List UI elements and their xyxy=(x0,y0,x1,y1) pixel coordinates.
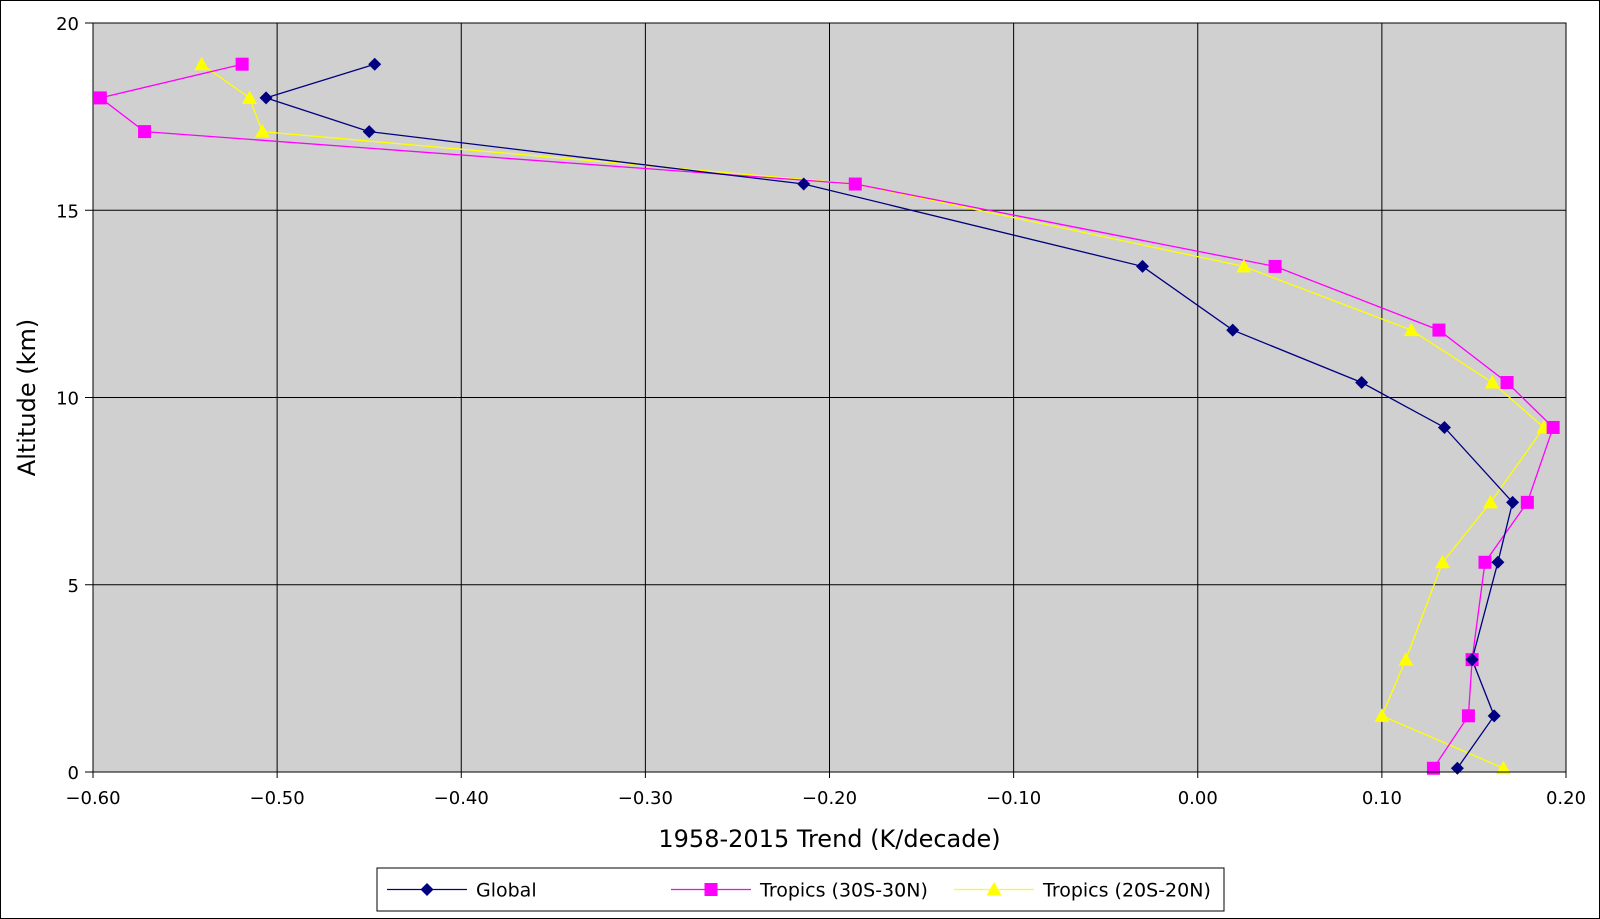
x-tick-label: −0.60 xyxy=(65,788,120,809)
data-point xyxy=(1478,555,1492,569)
legend-label: Global xyxy=(476,880,537,902)
data-point xyxy=(1426,761,1440,775)
data-point xyxy=(235,57,249,71)
x-tick-label: −0.30 xyxy=(618,788,673,809)
data-point xyxy=(1268,259,1282,273)
data-point xyxy=(1398,652,1414,666)
data-point xyxy=(1437,420,1451,434)
legend-box xyxy=(376,867,1225,912)
y-tick-label: 10 xyxy=(56,389,79,410)
y-tick-label: 0 xyxy=(68,763,79,784)
data-point xyxy=(259,91,273,105)
y-axis-title: Altitude (km) xyxy=(13,319,41,476)
x-tick-label: 0.00 xyxy=(1178,788,1218,809)
y-tick-label: 20 xyxy=(56,14,79,35)
data-point xyxy=(1495,760,1511,775)
data-point xyxy=(1374,708,1390,722)
data-point xyxy=(1483,494,1499,509)
legend-item: Tropics (30S-30N) xyxy=(671,880,928,902)
data-point xyxy=(1403,322,1419,337)
x-tick-label: −0.50 xyxy=(250,788,305,809)
data-point xyxy=(1487,709,1501,723)
data-point xyxy=(1136,259,1150,273)
legend-items: Global Tropics (30S-30N) Tropics (20S-20N) xyxy=(387,880,1211,902)
x-tick-label: 0.10 xyxy=(1362,788,1402,809)
data-point xyxy=(1435,554,1451,569)
data-point xyxy=(1500,376,1514,390)
data-point xyxy=(1506,495,1520,509)
tick-labels: −0.60 −0.50 −0.40 −0.30 −0.20 −0.10 0.00 0.10 0.… xyxy=(56,14,1586,809)
y-tick-label: 15 xyxy=(56,201,79,222)
y-tick-label: 5 xyxy=(68,576,79,597)
series-2-markers xyxy=(194,56,1552,775)
data-point xyxy=(1355,376,1369,390)
data-point xyxy=(1484,375,1500,389)
data-point xyxy=(242,90,258,104)
legend-swatch-marker xyxy=(986,882,1002,896)
legend-swatch-marker xyxy=(420,883,434,896)
x-tick-label: −0.10 xyxy=(986,788,1041,809)
data-point xyxy=(1520,495,1534,509)
data-point xyxy=(1465,653,1479,667)
x-tick-label: 0.20 xyxy=(1546,788,1586,809)
legend-item: Global xyxy=(387,880,537,902)
data-point xyxy=(1236,258,1252,273)
data-point xyxy=(1546,420,1560,434)
data-point xyxy=(254,124,270,138)
x-tick-label: −0.40 xyxy=(434,788,489,809)
data-point xyxy=(1461,709,1475,723)
data-point xyxy=(138,125,152,139)
data-point xyxy=(1491,555,1505,569)
x-tick-label: −0.20 xyxy=(802,788,857,809)
data-point xyxy=(797,177,811,191)
data-point xyxy=(368,57,382,71)
data-point xyxy=(93,91,107,105)
data-point xyxy=(194,56,210,71)
data-point xyxy=(1432,323,1446,337)
data-point xyxy=(1226,323,1240,337)
x-axis-title: 1958-2015 Trend (K/decade) xyxy=(658,825,1000,853)
data-point xyxy=(848,177,862,191)
legend-label: Tropics (30S-30N) xyxy=(759,880,928,902)
legend-item: Tropics (20S-20N) xyxy=(954,880,1211,902)
legend-label: Tropics (20S-20N) xyxy=(1042,880,1211,902)
legend-swatch-marker xyxy=(704,883,718,896)
series-layer xyxy=(93,56,1560,775)
legend: Global Tropics (30S-30N) Tropics (20S-20N) xyxy=(376,867,1225,912)
